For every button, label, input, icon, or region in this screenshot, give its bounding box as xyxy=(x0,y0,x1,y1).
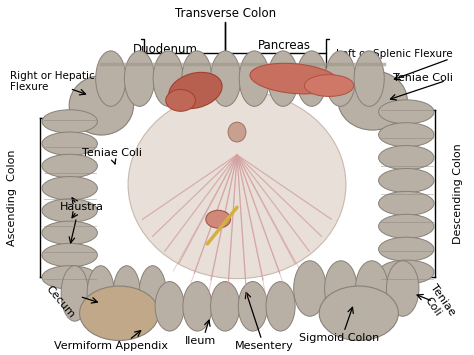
Text: Haustra: Haustra xyxy=(60,202,104,212)
Ellipse shape xyxy=(80,286,159,340)
Text: Teniae Coli: Teniae Coli xyxy=(82,148,142,164)
Text: Teniae Coli: Teniae Coli xyxy=(393,73,453,83)
Ellipse shape xyxy=(42,176,97,200)
Ellipse shape xyxy=(325,261,357,316)
Ellipse shape xyxy=(42,199,97,222)
Ellipse shape xyxy=(338,71,407,130)
Text: Ileum: Ileum xyxy=(185,336,216,346)
Text: Duodenum: Duodenum xyxy=(133,43,198,77)
Ellipse shape xyxy=(42,110,97,133)
Ellipse shape xyxy=(153,51,183,106)
Ellipse shape xyxy=(386,261,419,316)
Ellipse shape xyxy=(42,132,97,155)
Ellipse shape xyxy=(319,286,398,340)
Ellipse shape xyxy=(124,51,155,106)
Text: Transverse Colon: Transverse Colon xyxy=(174,7,276,20)
Ellipse shape xyxy=(297,51,327,106)
Ellipse shape xyxy=(250,63,339,94)
Ellipse shape xyxy=(61,266,89,321)
Ellipse shape xyxy=(304,75,354,97)
Ellipse shape xyxy=(379,169,434,192)
Ellipse shape xyxy=(155,282,184,331)
Ellipse shape xyxy=(182,51,212,106)
Ellipse shape xyxy=(42,244,97,267)
Ellipse shape xyxy=(379,100,434,124)
Ellipse shape xyxy=(42,266,97,289)
Ellipse shape xyxy=(210,282,240,331)
Ellipse shape xyxy=(210,51,241,106)
Ellipse shape xyxy=(228,122,246,142)
Ellipse shape xyxy=(42,154,97,178)
Ellipse shape xyxy=(169,72,222,109)
Text: Mesentery: Mesentery xyxy=(236,341,294,351)
Ellipse shape xyxy=(379,260,434,284)
Text: Right or Hepatic
Flexure: Right or Hepatic Flexure xyxy=(10,71,95,92)
Ellipse shape xyxy=(139,266,166,321)
Ellipse shape xyxy=(354,51,384,106)
Text: Sigmoid Colon: Sigmoid Colon xyxy=(299,333,379,343)
Ellipse shape xyxy=(268,51,298,106)
Text: Cecum: Cecum xyxy=(44,284,76,320)
Ellipse shape xyxy=(266,282,295,331)
Ellipse shape xyxy=(166,89,195,111)
Text: Vermiform Appendix: Vermiform Appendix xyxy=(54,341,168,351)
Ellipse shape xyxy=(325,51,356,106)
Ellipse shape xyxy=(238,282,267,331)
Ellipse shape xyxy=(96,51,126,106)
Ellipse shape xyxy=(379,191,434,215)
Ellipse shape xyxy=(113,266,140,321)
Ellipse shape xyxy=(87,266,114,321)
Ellipse shape xyxy=(128,91,346,279)
Ellipse shape xyxy=(379,146,434,170)
Ellipse shape xyxy=(206,210,230,228)
Ellipse shape xyxy=(379,237,434,261)
Ellipse shape xyxy=(69,76,134,135)
Ellipse shape xyxy=(183,282,212,331)
Ellipse shape xyxy=(42,221,97,245)
Ellipse shape xyxy=(294,261,326,316)
Text: Teniae
Coli: Teniae Coli xyxy=(419,283,457,324)
Text: Ascending  Colon: Ascending Colon xyxy=(7,149,17,246)
Text: Descending Colon: Descending Colon xyxy=(453,143,463,244)
Text: Pancreas: Pancreas xyxy=(258,39,311,65)
Ellipse shape xyxy=(379,214,434,238)
Text: Left or Splenic Flexure: Left or Splenic Flexure xyxy=(336,49,453,59)
Ellipse shape xyxy=(239,51,269,106)
Ellipse shape xyxy=(379,123,434,147)
Ellipse shape xyxy=(356,261,388,316)
